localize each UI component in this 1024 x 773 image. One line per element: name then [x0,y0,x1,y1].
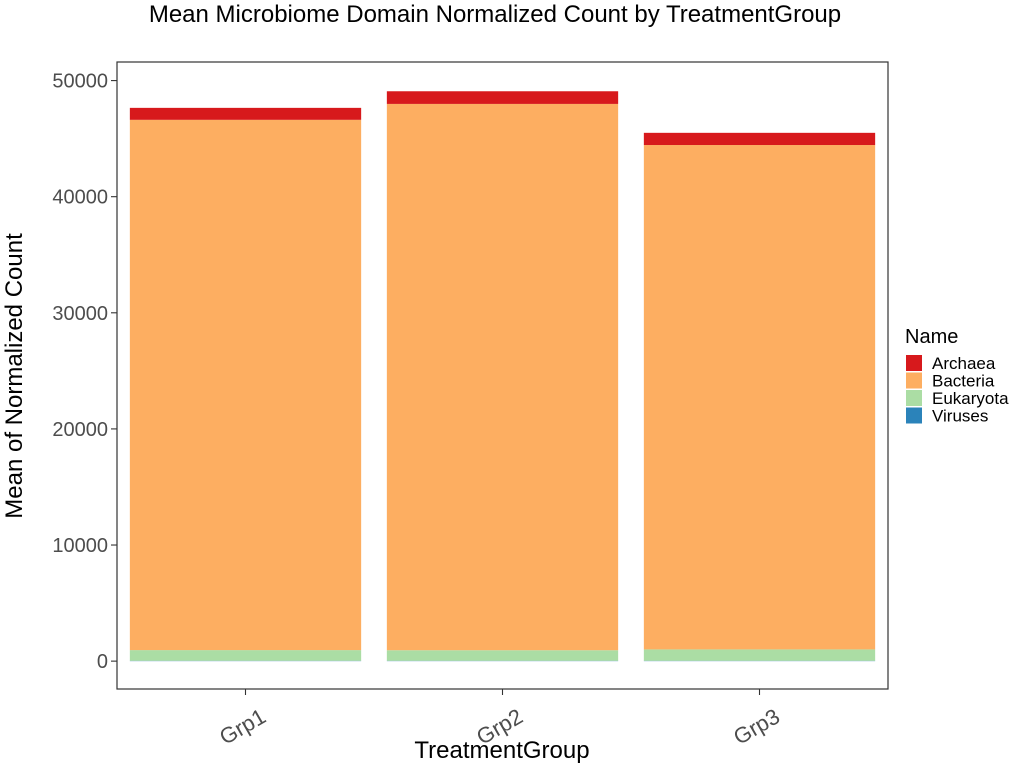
bar-eukaryota-grp2 [387,650,618,661]
bar-bacteria-grp2 [387,104,618,650]
x-tick-label: Grp3 [729,704,784,750]
bar-archaea-grp3 [644,133,875,145]
legend-swatch-archaea [906,355,922,371]
legend-label-eukaryota: Eukaryota [932,389,1009,408]
legend-swatch-viruses [906,408,922,424]
y-tick-label: 50000 [52,71,108,93]
bar-bacteria-grp1 [130,120,361,650]
bar-eukaryota-grp3 [644,649,875,660]
y-tick-label: 20000 [52,419,108,441]
bar-eukaryota-grp1 [130,650,361,661]
x-axis-title: TreatmentGroup [414,737,589,764]
legend-swatch-bacteria [906,373,922,389]
legend-label-viruses: Viruses [932,407,988,426]
x-tick-label: Grp1 [215,704,270,750]
y-tick-label: 10000 [52,535,108,557]
bar-bacteria-grp3 [644,145,875,649]
legend-title: Name [905,326,958,348]
y-tick-label: 40000 [52,187,108,209]
legend-label-bacteria: Bacteria [932,372,995,391]
bar-archaea-grp1 [130,108,361,120]
legend-swatch-eukaryota [906,390,922,406]
y-tick-label: 0 [97,651,108,673]
chart-title: Mean Microbiome Domain Normalized Count … [149,1,841,28]
y-tick-label: 30000 [52,303,108,325]
bar-archaea-grp2 [387,91,618,104]
legend-label-archaea: Archaea [932,354,996,373]
y-axis-title: Mean of Normalized Count [1,233,28,519]
